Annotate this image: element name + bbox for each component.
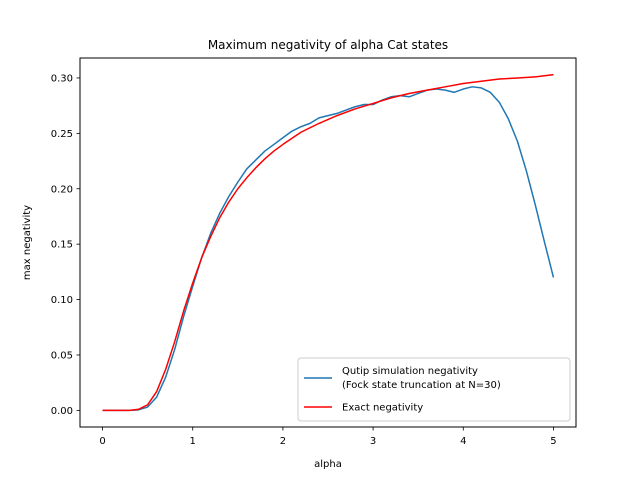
y-tick-label: 0.05 (51, 350, 73, 361)
legend-label-2: Exact negativity (342, 403, 423, 414)
legend-box (297, 357, 571, 422)
y-tick-label: 0.15 (51, 240, 73, 251)
legend-label-1: (Fock state truncation at N=30) (342, 380, 501, 391)
x-axis-label: alpha (314, 459, 342, 470)
x-tick-label: 5 (550, 436, 556, 447)
y-tick-label: 0.10 (51, 295, 73, 306)
axes-frame (79, 57, 577, 428)
y-tick-label: 0.20 (51, 184, 73, 195)
y-axis-label: max negativity (22, 205, 33, 280)
axis-ticks: 0 1 2 3 4 5 0.00 0.05 0.10 0.15 0.20 0.25 0.30 (51, 73, 557, 447)
plot-area (102, 73, 555, 412)
x-tick-label: 2 (280, 436, 286, 447)
chart-title: Maximum negativity of alpha Cat states (208, 38, 448, 52)
x-tick-label: 0 (99, 436, 105, 447)
series-line-2 (102, 73, 554, 412)
x-tick-label: 1 (190, 436, 196, 447)
legend: Qutip simulation negativity (Fock state t… (297, 357, 571, 422)
y-tick-label: 0.25 (51, 129, 73, 140)
x-tick-label: 4 (460, 436, 466, 447)
y-tick-label: 0.00 (51, 406, 73, 417)
y-tick-label: 0.30 (51, 73, 73, 84)
series-line-1 (102, 86, 555, 412)
x-tick-label: 3 (370, 436, 376, 447)
legend-label-1: Qutip simulation negativity (342, 366, 478, 377)
